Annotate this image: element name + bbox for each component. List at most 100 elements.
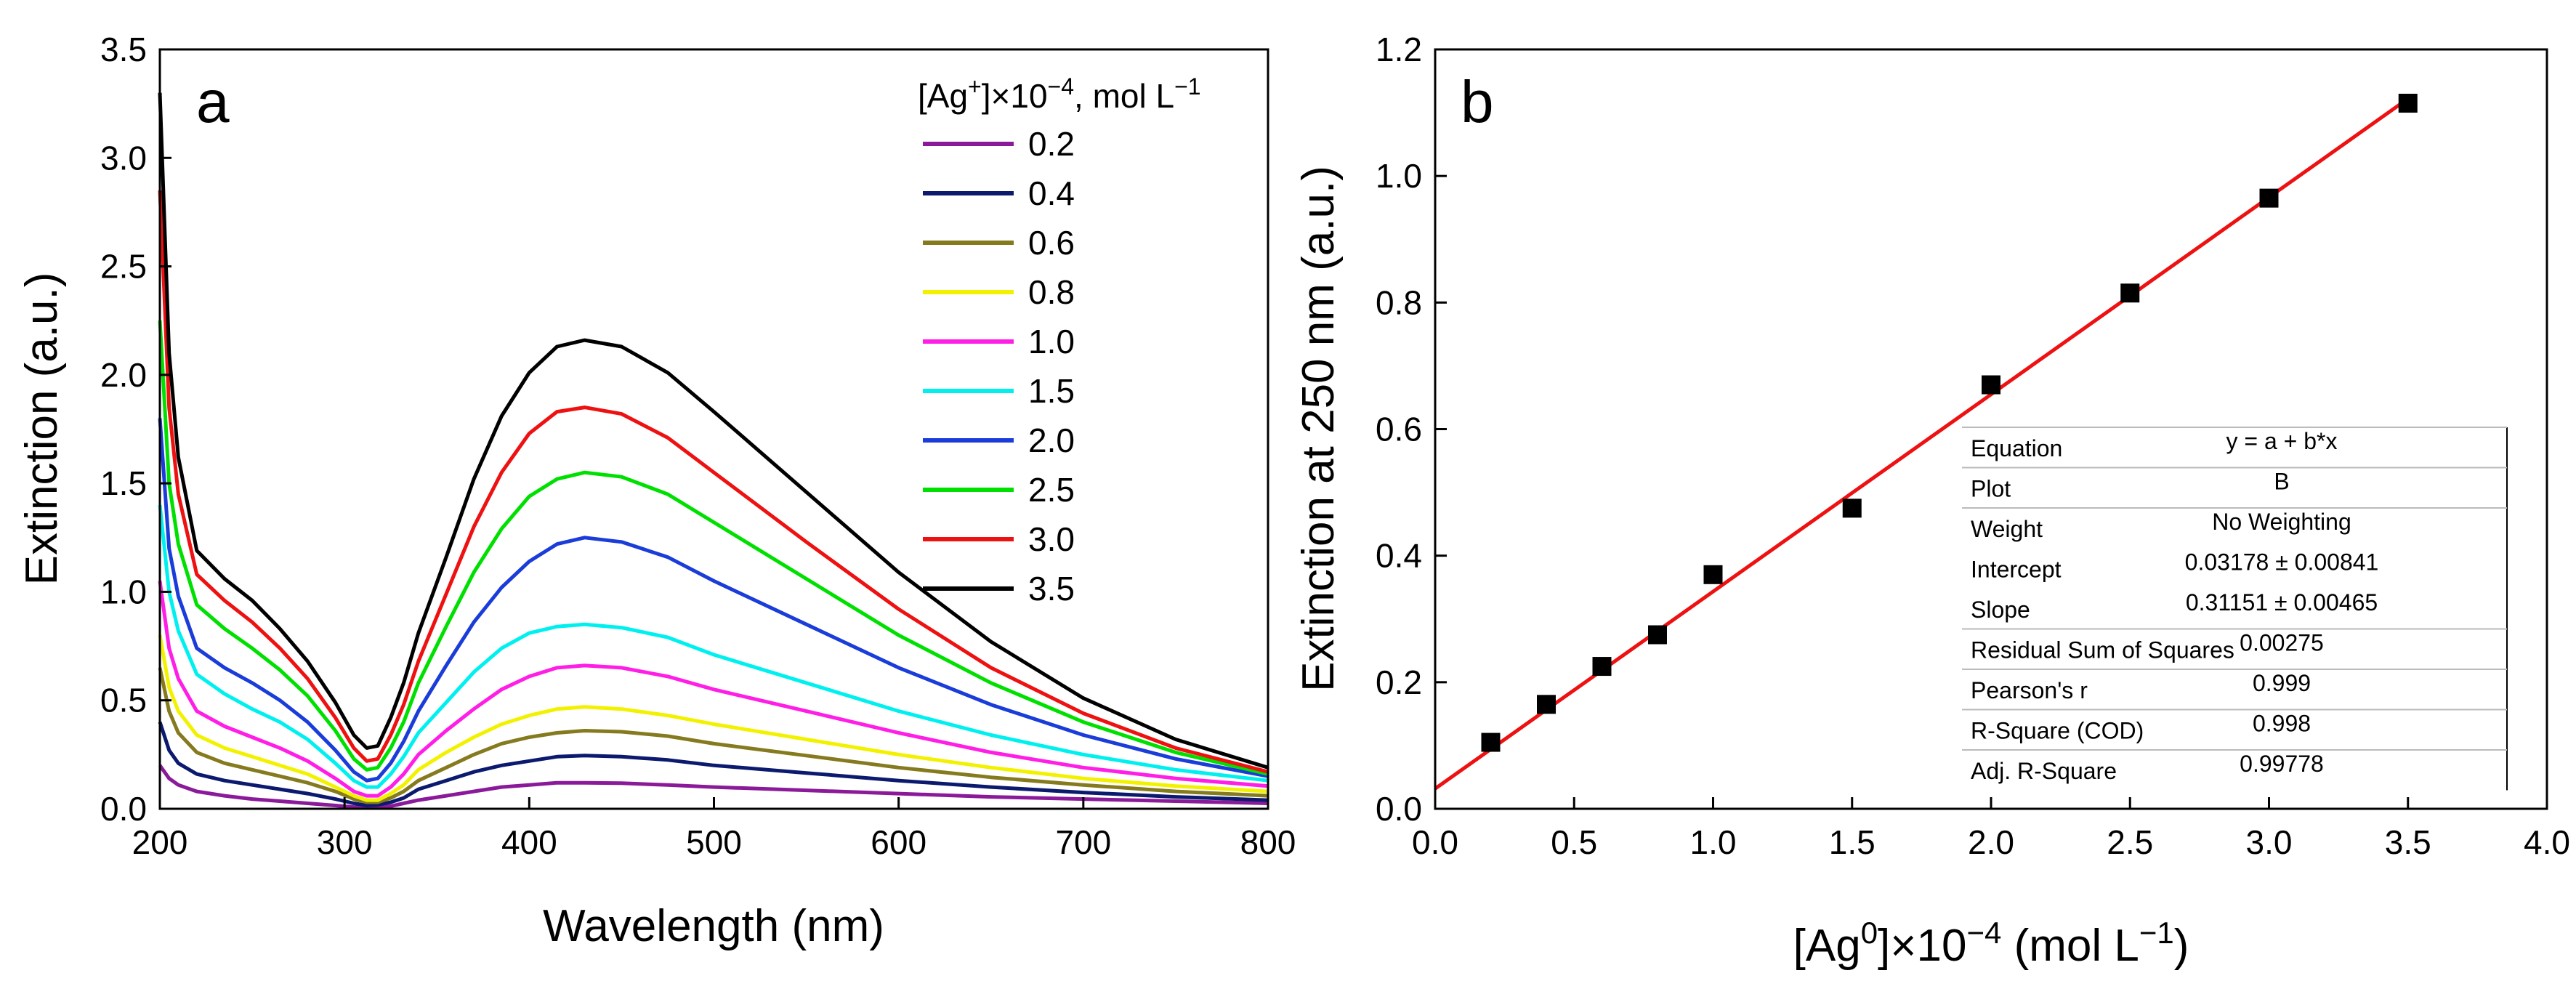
data-point [2120, 283, 2140, 303]
table-cell-value: 0.999 [2253, 670, 2311, 696]
y-tick-label: 3.5 [100, 31, 147, 68]
table-row: Weight No Weighting [1962, 507, 2507, 542]
spectrum-line-3.0 [158, 190, 1269, 774]
legend-label: 3.0 [1028, 520, 1075, 558]
legend-title: [Ag+]×10−4, mol L−1 [918, 73, 1201, 115]
x-tick-label: 800 [1240, 823, 1296, 861]
table-cell-value: 0.31151 ± 0.00465 [2186, 589, 2378, 615]
legend-label: 0.2 [1028, 125, 1075, 163]
table-cell-label: Weight [1971, 516, 2043, 542]
y-tick-label: 0.2 [1376, 663, 1422, 701]
legend-item: 3.0 [923, 520, 1075, 558]
x-tick-label: 2.0 [1968, 823, 2014, 861]
panel-a-legend: [Ag+]×10−4, mol L−1 0.2 0.4 0.6 0.8 1.0 1.5 2.… [918, 73, 1201, 607]
x-tick-label: 200 [132, 823, 188, 861]
x-tick-label: 3.5 [2385, 823, 2431, 861]
y-tick-label: 1.2 [1376, 31, 1422, 68]
panel-b-y-axis-label: Extinction at 250 nm (a.u.) [1293, 166, 1344, 692]
legend-label: 2.5 [1028, 471, 1075, 509]
panel-a-x-axis-label: Wavelength (nm) [543, 901, 884, 951]
spectrum-line-0.8 [158, 634, 1269, 802]
table-cell-label: Adj. R-Square [1971, 758, 2117, 784]
table-cell-value: 0.03178 ± 0.00841 [2185, 549, 2379, 576]
legend-item: 0.6 [923, 224, 1075, 262]
data-point [1537, 695, 1556, 714]
x-tick-label: 1.0 [1690, 823, 1737, 861]
table-cell-label: R-Square (COD) [1971, 718, 2144, 744]
fit-results-table: Equation y = a + b*x Plot B Weight No Weighti… [1962, 427, 2508, 791]
spectrum-line-1.5 [158, 504, 1269, 789]
spectrum-line-2.0 [158, 418, 1269, 783]
y-tick-label: 0.8 [1376, 283, 1422, 321]
data-point [1648, 625, 1667, 645]
x-tick-label: 1.5 [1829, 823, 1876, 861]
table-cell-value: y = a + b*x [2226, 428, 2338, 454]
y-tick-label: 0.4 [1376, 537, 1422, 575]
x-tick-label: 500 [686, 823, 742, 861]
table-row: R-Square (COD) 0.998 [1962, 709, 2507, 744]
table-cell-value: No Weighting [2212, 509, 2351, 535]
x-tick-label: 0.5 [1551, 823, 1597, 861]
table-row: Residual Sum of Squares 0.00275 [1962, 628, 2507, 663]
legend-label: 1.0 [1028, 323, 1075, 360]
data-point [1481, 732, 1501, 752]
x-tick-label: 2.5 [2107, 823, 2153, 861]
table-cell-value: 0.00275 [2240, 630, 2324, 656]
panel-b-calibration: 0.0 0.5 1.0 1.5 2.0 2.5 3.0 3.5 4.0 0.0 0.2 0.4 0.6 0… [1293, 31, 2570, 971]
data-point [1842, 498, 1862, 518]
y-tick-label: 1.0 [100, 573, 147, 610]
table-cell-label: Residual Sum of Squares [1971, 637, 2234, 663]
table-cell-label: Slope [1971, 597, 2030, 623]
table-row: Adj. R-Square 0.99778 [1962, 749, 2507, 784]
legend-item: 0.8 [923, 273, 1075, 311]
y-tick-label: 3.0 [100, 139, 147, 177]
legend-item: 0.2 [923, 125, 1075, 163]
spectrum-line-1.0 [158, 581, 1269, 798]
table-row: Plot B [1962, 467, 2507, 502]
table-cell-value: B [2274, 469, 2289, 495]
x-tick-label: 3.0 [2246, 823, 2293, 861]
legend-label: 3.5 [1028, 570, 1075, 607]
table-cell-label: Pearson's r [1971, 677, 2088, 703]
legend-item: 1.0 [923, 323, 1075, 360]
spectrum-line-2.5 [158, 320, 1269, 776]
data-point [1592, 657, 1612, 677]
panel-a-y-axis-label: Extinction (a.u.) [17, 273, 67, 586]
spectrum-line-0.4 [158, 721, 1269, 807]
table-row: Slope 0.31151 ± 0.00465 [1971, 589, 2378, 623]
table-cell-label: Plot [1971, 476, 2011, 502]
data-point [1703, 565, 1723, 584]
y-tick-label: 1.0 [1376, 157, 1422, 195]
x-tick-label: 300 [317, 823, 373, 861]
y-tick-label: 2.5 [100, 248, 147, 286]
panel-a-plot-frame [158, 48, 1269, 810]
spectrum-line-0.2 [158, 764, 1269, 810]
table-cell-label: Equation [1971, 435, 2062, 461]
data-point [2398, 94, 2418, 113]
data-point [2259, 188, 2279, 208]
x-tick-label: 400 [501, 823, 557, 861]
legend-item: 0.4 [923, 174, 1075, 212]
y-tick-label: 0.5 [100, 682, 147, 719]
y-tick-label: 0.0 [1376, 790, 1422, 828]
x-tick-label: 700 [1055, 823, 1111, 861]
y-tick-label: 2.0 [100, 356, 147, 394]
legend-label: 1.5 [1028, 372, 1075, 410]
x-tick-label: 0.0 [1412, 823, 1458, 861]
table-row: Pearson's r 0.999 [1962, 669, 2507, 703]
y-tick-label: 1.5 [100, 464, 147, 502]
legend-label: 0.6 [1028, 224, 1075, 262]
legend-label: 0.4 [1028, 174, 1075, 212]
legend-item: 1.5 [923, 372, 1075, 410]
table-cell-value: 0.99778 [2240, 751, 2324, 777]
panel-b-label: b [1461, 69, 1494, 135]
panel-a-extinction-spectra: 200 300 400 500 600 700 800 0.0 0.5 1.0 1.5 2.0 2.5 3… [17, 31, 1296, 951]
legend-item: 2.0 [923, 421, 1075, 459]
panel-a-label: a [196, 69, 230, 135]
panel-b-x-axis-label: [Ag0]×10−4 (mol L−1) [1793, 916, 2189, 971]
legend-item: 3.5 [923, 570, 1075, 607]
data-point [1982, 375, 2000, 395]
legend-item: 2.5 [923, 471, 1075, 509]
spectrum-line-3.5 [158, 92, 1269, 770]
